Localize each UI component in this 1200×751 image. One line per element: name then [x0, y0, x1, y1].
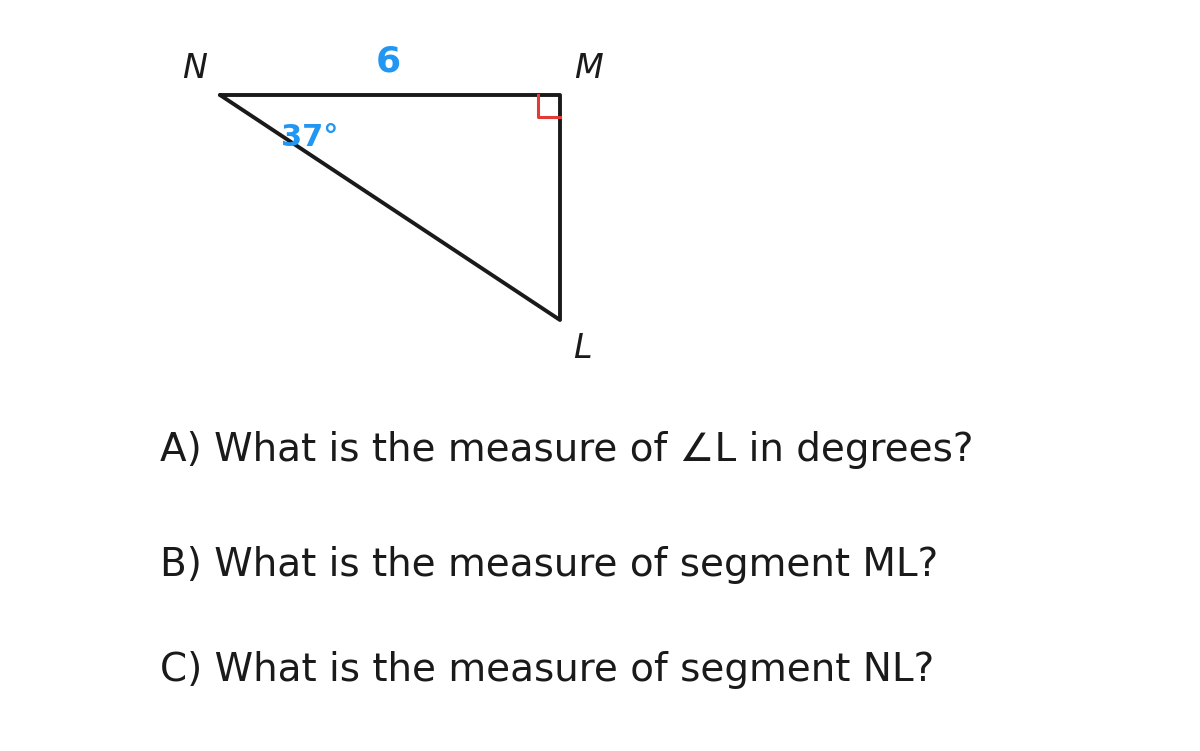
Text: M: M: [574, 52, 602, 85]
Text: 6: 6: [376, 45, 401, 79]
Text: 37°: 37°: [281, 123, 338, 152]
Text: N: N: [182, 52, 208, 85]
Text: L: L: [572, 331, 592, 364]
Text: A) What is the measure of ∠L in degrees?: A) What is the measure of ∠L in degrees?: [160, 431, 973, 469]
Text: C) What is the measure of segment NL?: C) What is the measure of segment NL?: [160, 651, 935, 689]
Text: B) What is the measure of segment ML?: B) What is the measure of segment ML?: [160, 546, 938, 584]
